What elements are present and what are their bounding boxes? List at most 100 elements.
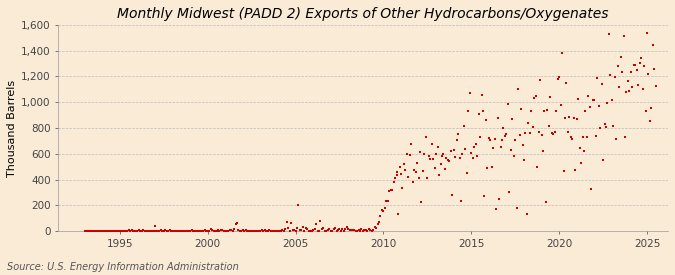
Point bbox=[343, 226, 354, 231]
Point bbox=[356, 227, 367, 231]
Point bbox=[318, 226, 329, 230]
Point bbox=[324, 226, 335, 231]
Point bbox=[184, 229, 194, 233]
Point bbox=[270, 229, 281, 233]
Point bbox=[353, 228, 364, 232]
Point bbox=[347, 227, 358, 232]
Point bbox=[498, 126, 509, 130]
Point bbox=[99, 229, 109, 233]
Point bbox=[463, 109, 474, 114]
Point bbox=[255, 229, 266, 233]
Point bbox=[346, 228, 356, 233]
Point bbox=[275, 229, 286, 233]
Point bbox=[329, 226, 340, 230]
Point bbox=[365, 228, 376, 232]
Point bbox=[535, 78, 545, 82]
Point bbox=[537, 149, 548, 153]
Point bbox=[208, 229, 219, 233]
Point bbox=[242, 229, 252, 233]
Point bbox=[263, 229, 273, 233]
Point bbox=[577, 135, 588, 140]
Point bbox=[279, 229, 290, 233]
Point bbox=[136, 229, 147, 233]
Point bbox=[422, 175, 433, 180]
Point bbox=[298, 225, 308, 229]
Point bbox=[371, 226, 381, 230]
Point bbox=[110, 229, 121, 233]
Point bbox=[432, 145, 443, 149]
Point bbox=[385, 188, 396, 192]
Point bbox=[120, 229, 131, 233]
Point bbox=[602, 101, 613, 105]
Point bbox=[331, 229, 342, 233]
Point bbox=[192, 229, 203, 233]
Point bbox=[185, 229, 196, 233]
Point bbox=[258, 228, 269, 233]
Point bbox=[182, 229, 192, 233]
Point bbox=[264, 227, 275, 232]
Point bbox=[125, 229, 136, 233]
Point bbox=[128, 229, 138, 233]
Point bbox=[267, 229, 277, 233]
Point bbox=[398, 162, 409, 166]
Point bbox=[601, 125, 612, 129]
Point bbox=[573, 97, 584, 101]
Point bbox=[479, 194, 490, 198]
Point bbox=[425, 157, 435, 161]
Point bbox=[372, 222, 383, 226]
Point bbox=[369, 224, 380, 229]
Point bbox=[142, 229, 153, 233]
Point bbox=[618, 33, 629, 38]
Point bbox=[450, 154, 460, 159]
Point bbox=[567, 137, 578, 141]
Point bbox=[645, 119, 655, 123]
Point bbox=[446, 149, 456, 153]
Point bbox=[444, 159, 455, 163]
Point bbox=[384, 189, 395, 193]
Point bbox=[423, 154, 434, 158]
Point bbox=[587, 97, 598, 102]
Point bbox=[334, 227, 345, 232]
Point bbox=[148, 229, 159, 233]
Point bbox=[596, 82, 607, 86]
Point bbox=[518, 158, 529, 163]
Point bbox=[337, 227, 348, 231]
Point bbox=[232, 221, 242, 225]
Point bbox=[608, 123, 619, 128]
Point bbox=[466, 151, 477, 155]
Point bbox=[139, 229, 150, 233]
Point bbox=[268, 228, 279, 233]
Point bbox=[145, 229, 156, 233]
Point bbox=[111, 229, 122, 233]
Point bbox=[410, 170, 421, 174]
Point bbox=[229, 226, 240, 231]
Point bbox=[296, 228, 307, 232]
Point bbox=[413, 176, 424, 180]
Point bbox=[622, 79, 633, 83]
Point bbox=[605, 73, 616, 78]
Point bbox=[511, 206, 522, 210]
Point bbox=[84, 229, 95, 233]
Point bbox=[252, 229, 263, 233]
Point bbox=[637, 87, 648, 91]
Point bbox=[520, 131, 531, 136]
Point bbox=[409, 168, 420, 172]
Point bbox=[305, 229, 316, 233]
Point bbox=[281, 219, 292, 224]
Point bbox=[86, 229, 97, 233]
Point bbox=[388, 180, 399, 184]
Point bbox=[606, 98, 617, 102]
Point bbox=[155, 228, 166, 232]
Point bbox=[578, 149, 589, 154]
Point bbox=[393, 211, 404, 216]
Point bbox=[451, 138, 462, 142]
Point bbox=[593, 103, 604, 108]
Point bbox=[542, 108, 553, 112]
Point bbox=[303, 229, 314, 233]
Point bbox=[615, 55, 626, 59]
Point bbox=[501, 132, 512, 136]
Point bbox=[106, 229, 117, 233]
Point bbox=[328, 227, 339, 231]
Point bbox=[394, 165, 405, 169]
Point bbox=[640, 109, 651, 113]
